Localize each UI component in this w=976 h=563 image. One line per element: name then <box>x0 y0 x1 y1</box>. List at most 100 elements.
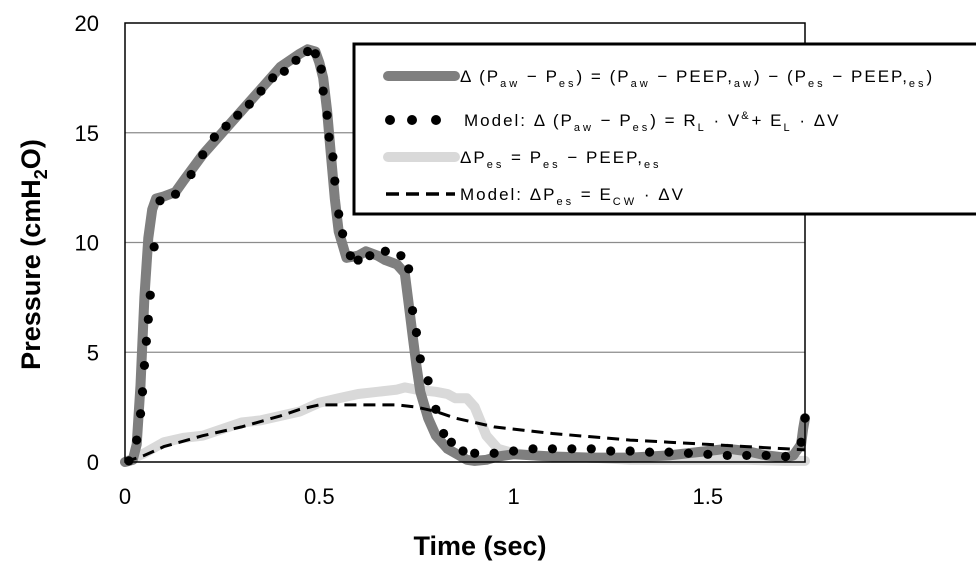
y-axis-title: Pressure (cmH2O) <box>16 139 51 370</box>
series-point-transpulmonary-model <box>407 305 418 316</box>
legend-swatch-dot <box>431 115 441 125</box>
legend-text-run: es <box>487 159 505 171</box>
legend-text-run: = E <box>574 185 613 204</box>
series-point-transpulmonary-model <box>132 435 142 445</box>
x-tick-label: 0 <box>119 484 131 509</box>
x-tick-label: 1.5 <box>693 484 724 509</box>
series-point-transpulmonary-model <box>446 437 456 447</box>
series-point-transpulmonary-model <box>279 66 289 76</box>
y-tick-label: 5 <box>87 340 99 365</box>
legend-text-run: CW <box>613 196 637 208</box>
series-point-transpulmonary-model <box>431 404 441 414</box>
series-point-transpulmonary-model <box>324 132 334 142</box>
series-point-transpulmonary-model <box>291 55 301 65</box>
series-point-transpulmonary-model <box>404 264 414 274</box>
legend-text-run: · V <box>707 111 741 130</box>
legend-text-run: − PEEP, <box>651 67 734 86</box>
series-point-transpulmonary-model <box>489 448 499 458</box>
series-point-transpulmonary-model <box>244 99 254 109</box>
legend-text-run: es <box>808 78 826 90</box>
legend-text-run: · ΔV <box>637 185 685 204</box>
legend-text-run: aw <box>734 78 754 90</box>
series-point-transpulmonary-model <box>796 437 806 447</box>
x-tick-label: 0.5 <box>304 484 335 509</box>
series-point-transpulmonary-model <box>149 242 159 252</box>
legend-swatch-dot <box>407 115 417 125</box>
y-axis-title-main: Pressure (cmH <box>16 179 46 370</box>
legend-text-run: ) = R <box>650 111 697 130</box>
y-tick-label: 0 <box>87 450 99 475</box>
legend-text-run: Model: Δ (P <box>464 111 574 130</box>
legend-text-run: ) − (P <box>754 67 808 86</box>
series-point-transpulmonary-model <box>380 246 390 256</box>
series-point-transpulmonary-model <box>353 255 363 265</box>
series-point-transpulmonary-model <box>625 446 635 456</box>
series-point-transpulmonary-model <box>316 64 326 74</box>
series-point-transpulmonary-model <box>365 251 375 261</box>
series-point-transpulmonary-model <box>139 360 150 371</box>
legend-text-run: − P <box>594 111 633 130</box>
series-point-transpulmonary-model <box>415 354 425 364</box>
series-point-transpulmonary-model <box>170 189 181 199</box>
legend-text-run: es <box>909 78 927 90</box>
series-point-transpulmonary-model <box>155 196 165 206</box>
legend-text-run: + E <box>752 111 784 130</box>
series-point-transpulmonary-model <box>124 456 134 466</box>
series-point-transpulmonary-model <box>761 450 771 461</box>
legend-text-run: Δ (P <box>460 67 500 86</box>
legend-label-transpulmonary: Δ (Paw − Pes) = (Paw − PEEP,aw) − (Pes −… <box>460 67 934 90</box>
series-point-transpulmonary-model <box>470 448 480 458</box>
series-point-transpulmonary-model <box>135 409 146 419</box>
tick-labels: 0 5 10 15 20 0 0.5 1 1.5 <box>75 11 724 509</box>
series-point-transpulmonary-model <box>303 46 313 57</box>
series-point-transpulmonary-model <box>310 49 320 59</box>
series-point-transpulmonary-model <box>458 446 468 456</box>
series-point-transpulmonary-model <box>338 229 348 239</box>
series-point-transpulmonary-model <box>209 132 219 142</box>
series-point-transpulmonary-model <box>198 150 208 160</box>
legend-text-run: − PEEP, <box>561 148 644 167</box>
legend-text-run: L <box>784 122 793 134</box>
series-point-transpulmonary-model <box>396 251 406 261</box>
series-line-transpulmonary <box>120 44 810 467</box>
series-point-transpulmonary-model <box>567 444 577 454</box>
series-point-transpulmonary-model <box>703 449 713 459</box>
y-tick-label: 15 <box>75 121 99 146</box>
series-point-transpulmonary-model <box>683 448 694 458</box>
series-line-esophageal-model <box>124 403 806 464</box>
legend-text-run: ) = (P <box>577 67 631 86</box>
x-axis-title: Time (sec) <box>413 531 546 561</box>
plot-frame <box>124 22 806 463</box>
series-point-transpulmonary-model <box>606 446 616 456</box>
y-axis-title-tail: O) <box>16 139 46 169</box>
legend-text-run: − P <box>520 67 559 86</box>
y-tick-label: 20 <box>75 11 99 36</box>
series-point-transpulmonary-model <box>322 110 332 120</box>
legend-text-run: = P <box>504 148 543 167</box>
legend-text-run: · ΔV <box>793 111 841 130</box>
series-point-transpulmonary-model <box>345 251 355 261</box>
series-point-transpulmonary-model <box>143 314 153 324</box>
series-point-transpulmonary-model <box>328 152 338 162</box>
legend-box <box>352 42 976 216</box>
legend-text-run: ) <box>927 67 935 86</box>
legend-text-run: − PEEP, <box>826 67 909 86</box>
legend-label-esophageal_model: Model: ΔPes = ECW · ΔV <box>460 185 685 208</box>
series-point-transpulmonary-model <box>722 450 732 461</box>
series-point-transpulmonary-model <box>330 176 340 186</box>
series-point-transpulmonary-model <box>528 444 538 454</box>
series-point-transpulmonary-model <box>268 73 278 83</box>
series-point-transpulmonary-model <box>141 336 151 346</box>
legend-text-run: ΔP <box>460 148 487 167</box>
series-point-transpulmonary-model <box>644 447 655 457</box>
legend-label-transpulmonary_model: Model: Δ (Paw − Pes) = RL · V&+ EL · ΔV <box>464 110 840 134</box>
series-point-transpulmonary-model <box>411 327 422 338</box>
legend-text-run: es <box>543 159 561 171</box>
legend-text-run: aw <box>631 78 651 90</box>
legend-text-run: es <box>559 78 577 90</box>
series-point-transpulmonary-model <box>256 86 266 96</box>
legend-text-run: es <box>556 196 574 208</box>
series-point-transpulmonary-model <box>508 446 519 456</box>
series-point-transpulmonary-model <box>221 121 231 131</box>
